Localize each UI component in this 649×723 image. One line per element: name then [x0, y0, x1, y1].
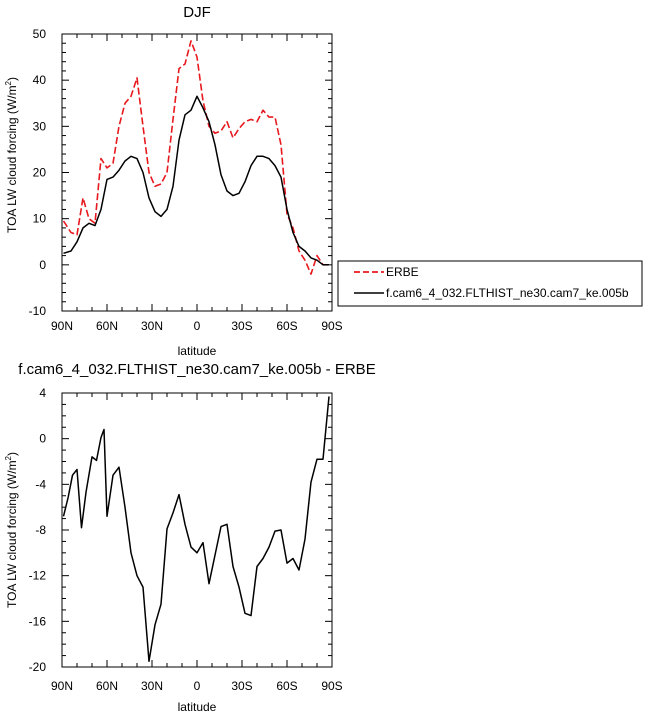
y-tick-label: -12 [29, 569, 47, 583]
x-tick-label: 60S [276, 319, 297, 333]
x-tick-label: 90N [51, 319, 73, 333]
model-series-line [63, 95, 329, 266]
x-axis-label: latitude [178, 344, 217, 358]
y-tick-label: -20 [29, 660, 47, 674]
y-axis-label-close: ) [5, 452, 19, 456]
chart-title: DJF [183, 4, 211, 21]
plot-frame [61, 33, 333, 312]
legend: ERBE f.cam6_4_032.FLTHIST_ne30.cam7_ke.0… [337, 260, 643, 307]
x-tick-label: 0 [194, 319, 201, 333]
y-tick-label: 30 [33, 119, 47, 133]
x-tick-label: 30N [141, 319, 163, 333]
y-axis-label-main: TOA LW cloud forcing (W/m [5, 85, 19, 233]
x-tick-label: 30S [231, 319, 252, 333]
difference-panel: f.cam6_4_032.FLTHIST_ne30.cam7_ke.005b -… [4, 361, 376, 714]
y-tick-label: 50 [33, 27, 47, 41]
x-tick-label: 60S [276, 679, 297, 693]
x-tick-label: 60N [96, 319, 118, 333]
x-tick-label: 0 [194, 679, 201, 693]
x-tick-label: 90S [321, 319, 342, 333]
y-axis-label: TOA LW cloud forcing (W/m2) [4, 452, 19, 608]
y-tick-label: 0 [39, 258, 46, 272]
y-tick-label: 10 [33, 212, 47, 226]
difference-series-line [62, 396, 330, 663]
y-tick-label: -10 [29, 304, 47, 318]
y-axis-label-close: ) [5, 77, 19, 81]
x-tick-label: 90S [321, 679, 342, 693]
y-tick-label: 40 [33, 73, 47, 87]
y-axis-label-main: TOA LW cloud forcing (W/m [5, 460, 19, 608]
legend-box [337, 260, 643, 307]
y-axis-label-sup: 2 [4, 455, 13, 460]
x-tick-label: 30S [231, 679, 252, 693]
y-axis-label-sup: 2 [4, 80, 13, 85]
legend-label-erbe: ERBE [386, 265, 419, 279]
y-axis-label: TOA LW cloud forcing (W/m2) [4, 77, 19, 233]
chart-title: f.cam6_4_032.FLTHIST_ne30.cam7_ke.005b -… [18, 361, 375, 378]
y-tick-label: -16 [29, 614, 47, 628]
djf-panel: DJF TOA LW cloud forcing (W/m2) 90N 60N 30… [4, 4, 343, 358]
erbe-series-line [62, 40, 329, 275]
y-tick-label: 20 [33, 166, 47, 180]
plot-frame [61, 392, 333, 668]
x-tick-label: 90N [51, 679, 73, 693]
x-tick-label: 60N [96, 679, 118, 693]
y-tick-label: -4 [35, 477, 46, 491]
y-tick-label: -8 [35, 523, 46, 537]
y-tick-label: 4 [39, 386, 46, 400]
x-axis-label: latitude [178, 700, 217, 714]
legend-label-model: f.cam6_4_032.FLTHIST_ne30.cam7_ke.005b [386, 286, 629, 300]
y-tick-label: 0 [39, 432, 46, 446]
x-tick-label: 30N [141, 679, 163, 693]
